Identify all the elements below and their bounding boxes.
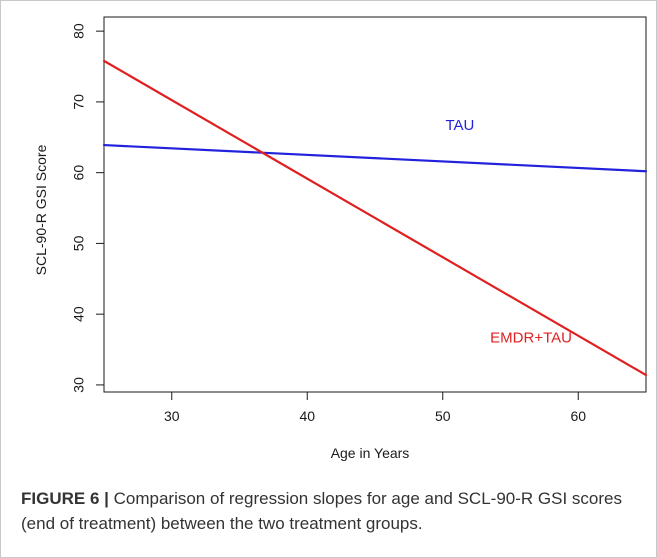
series-label-emdr-tau: EMDR+TAU (490, 329, 572, 346)
y-axis: 30 40 50 60 70 80 (71, 23, 104, 393)
plot-area-border (103, 16, 647, 393)
x-tick-label: 50 (435, 408, 451, 424)
figure-number: FIGURE 6 | (21, 489, 109, 508)
y-tick-label: 80 (71, 23, 87, 39)
series-label-tau: TAU (445, 117, 474, 134)
figure-caption: FIGURE 6 | Comparison of regression slop… (21, 486, 641, 536)
x-tick-label: 40 (299, 408, 315, 424)
y-axis-label: SCL-90-R GSI Score (33, 144, 49, 275)
series-line-tau (102, 143, 648, 173)
series-lines (102, 59, 648, 377)
caption-text: Comparison of regression slopes for age … (21, 489, 622, 533)
y-tick-label: 40 (71, 306, 87, 322)
series-line-emdr-tau (102, 59, 648, 377)
x-tick-label: 60 (570, 408, 586, 424)
y-tick-label: 60 (71, 165, 87, 181)
x-axis: 30 40 50 60 (164, 392, 586, 424)
series-labels: TAU EMDR+TAU (445, 117, 572, 346)
regression-chart: 30 40 50 60 70 80 30 40 50 60 TAU EMDR+TAU Age in… (33, 16, 648, 461)
x-tick-label: 30 (164, 408, 180, 424)
y-tick-label: 70 (71, 94, 87, 110)
y-tick-label: 30 (71, 377, 87, 393)
x-axis-label: Age in Years (331, 445, 410, 461)
y-tick-label: 50 (71, 235, 87, 251)
